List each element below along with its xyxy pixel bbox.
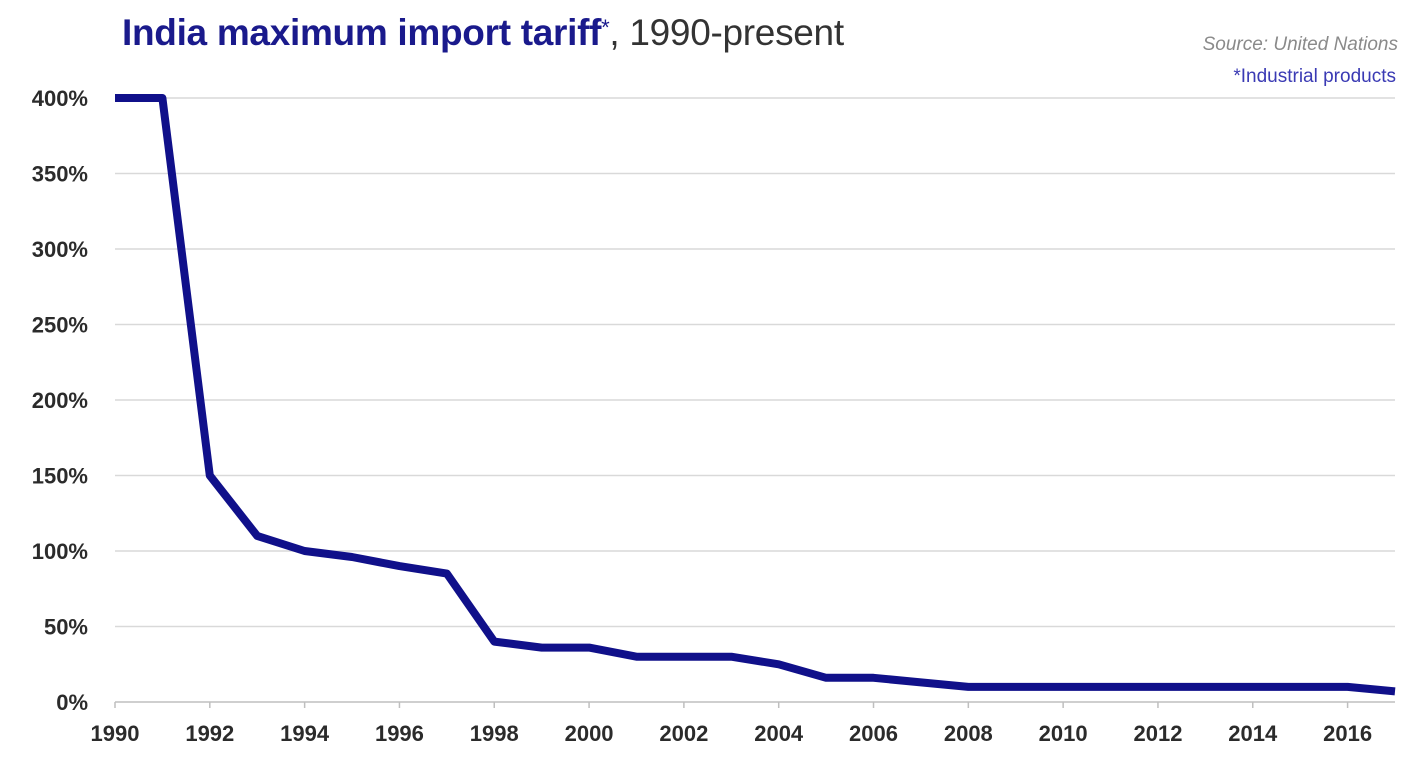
series-line bbox=[115, 94, 1396, 696]
x-tick-label: 2002 bbox=[659, 721, 708, 746]
x-tick-label: 2010 bbox=[1039, 721, 1088, 746]
y-tick-label: 50% bbox=[44, 615, 88, 640]
y-tick-label: 100% bbox=[32, 539, 88, 564]
source-note: Source: United Nations bbox=[1202, 34, 1398, 55]
x-tick-label: 2006 bbox=[849, 721, 898, 746]
x-tick-label: 2008 bbox=[944, 721, 993, 746]
y-tick-label: 0% bbox=[56, 690, 88, 715]
x-tick-label: 2000 bbox=[565, 721, 614, 746]
series-layer bbox=[114, 94, 1396, 696]
y-tick-label: 250% bbox=[32, 313, 88, 338]
chart-title-main: India maximum import tariff bbox=[122, 12, 602, 53]
x-tick-label: 1990 bbox=[91, 721, 140, 746]
chart-title: India maximum import tariff*, 1990-prese… bbox=[122, 12, 844, 54]
gridlines bbox=[114, 97, 1395, 708]
y-tick-label: 200% bbox=[32, 388, 88, 413]
chart-title-rest: , 1990-present bbox=[609, 12, 844, 53]
x-tick-label: 1992 bbox=[185, 721, 234, 746]
x-tick-label: 2016 bbox=[1323, 721, 1372, 746]
x-tick-label: 2004 bbox=[754, 721, 804, 746]
x-axis-ticks: 1990 1992 1994 1996 1998 2000 2002 2004 2006 2008… bbox=[91, 721, 1373, 746]
x-tick-label: 1998 bbox=[470, 721, 519, 746]
x-tick-label: 2014 bbox=[1228, 721, 1278, 746]
footnote: *Industrial products bbox=[1233, 66, 1396, 87]
y-tick-label: 400% bbox=[32, 86, 88, 111]
y-tick-label: 150% bbox=[32, 464, 88, 489]
y-axis-ticks: 0% 50% 100% 150% 200% 250% 300% 350% 400% bbox=[32, 86, 88, 715]
x-tick-label: 1996 bbox=[375, 721, 424, 746]
y-tick-label: 350% bbox=[32, 162, 88, 187]
y-tick-label: 300% bbox=[32, 237, 88, 262]
x-tick-label: 1994 bbox=[280, 721, 330, 746]
x-tick-label: 2012 bbox=[1133, 721, 1182, 746]
chart-title-asterisk: * bbox=[601, 15, 610, 40]
